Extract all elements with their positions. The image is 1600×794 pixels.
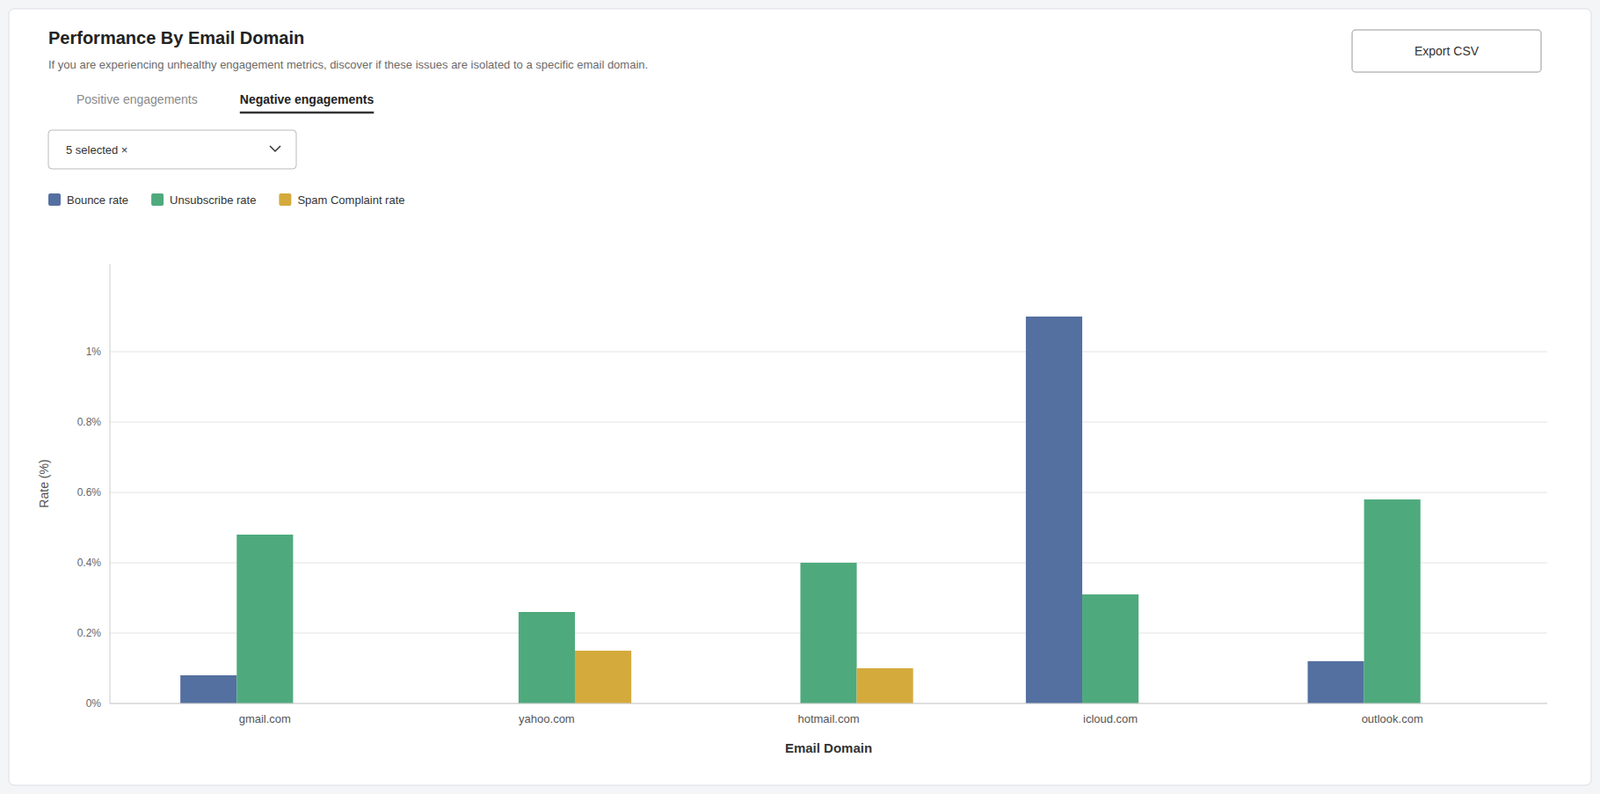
bar bbox=[1082, 594, 1139, 704]
export-button-label[interactable]: Export CSV bbox=[1414, 43, 1480, 59]
chart-root: Performance By Email Domain If you are ex… bbox=[0, 0, 1600, 794]
y-tick-label: 0.2% bbox=[77, 626, 102, 640]
tab-underline bbox=[240, 111, 375, 115]
legend-item: Spam Complaint rate bbox=[278, 193, 405, 207]
grid-line bbox=[109, 421, 1548, 423]
grid-line bbox=[109, 703, 1548, 705]
bar bbox=[180, 675, 237, 704]
legend-label: Spam Complaint rate bbox=[297, 193, 405, 207]
dropdown[interactable]: 5 selected × bbox=[48, 130, 297, 169]
bar bbox=[1364, 499, 1421, 704]
y-axis-line bbox=[109, 263, 111, 704]
y-tick-label: 0.6% bbox=[77, 486, 102, 499]
y-axis-label: Rate (%) bbox=[36, 458, 51, 508]
legend-swatch bbox=[278, 193, 291, 206]
subtitle: If you are experiencing unhealthy engage… bbox=[48, 58, 648, 72]
x-axis-line bbox=[109, 703, 1548, 705]
x-tick-label: outlook.com bbox=[1361, 712, 1424, 726]
export-button-box[interactable] bbox=[1352, 29, 1542, 73]
dropdown-arrow[interactable] bbox=[269, 145, 281, 152]
x-tick-label: gmail.com bbox=[239, 712, 291, 726]
legend-item: Unsubscribe rate bbox=[151, 193, 256, 207]
bar-series bbox=[236, 499, 1420, 704]
bars bbox=[180, 316, 1421, 704]
x-tick-label: yahoo.com bbox=[518, 712, 575, 726]
bar-series bbox=[574, 650, 914, 704]
tab[interactable]: Positive engagements bbox=[76, 92, 198, 107]
grid-line bbox=[109, 492, 1548, 494]
title: Performance By Email Domain bbox=[48, 28, 305, 48]
bar bbox=[574, 650, 632, 704]
legend-label: Bounce rate bbox=[66, 193, 129, 207]
bar bbox=[518, 611, 575, 704]
y-tick-label: 1% bbox=[86, 345, 102, 358]
bar-series bbox=[180, 316, 1364, 704]
y-tick-label: 0.8% bbox=[77, 415, 102, 429]
tab-active[interactable]: Negative engagements bbox=[240, 92, 375, 107]
y-grid bbox=[109, 351, 1548, 704]
bar bbox=[857, 668, 914, 704]
legend-swatch bbox=[151, 193, 164, 206]
dropdown-label[interactable]: 5 selected × bbox=[65, 143, 128, 157]
grid-line bbox=[109, 351, 1548, 353]
card bbox=[8, 8, 1592, 786]
dropdown-box[interactable] bbox=[48, 130, 297, 169]
y-tick-label: 0.4% bbox=[77, 556, 102, 569]
bar bbox=[1308, 661, 1365, 704]
legend-item: Bounce rate bbox=[48, 193, 129, 207]
x-tick-label: hotmail.com bbox=[797, 712, 859, 726]
legend-swatch bbox=[48, 193, 61, 206]
bar bbox=[236, 534, 293, 704]
legend: Bounce rate Unsubscribe rate Spam Complain… bbox=[48, 193, 406, 207]
x-axis-label: Email Domain bbox=[785, 740, 873, 756]
bar bbox=[800, 562, 857, 704]
legend-label: Unsubscribe rate bbox=[169, 193, 256, 207]
export-button[interactable]: Export CSV bbox=[1352, 29, 1542, 73]
y-tick-label: 0% bbox=[86, 697, 102, 710]
x-tick-label: icloud.com bbox=[1083, 712, 1138, 726]
bar bbox=[1025, 316, 1083, 704]
